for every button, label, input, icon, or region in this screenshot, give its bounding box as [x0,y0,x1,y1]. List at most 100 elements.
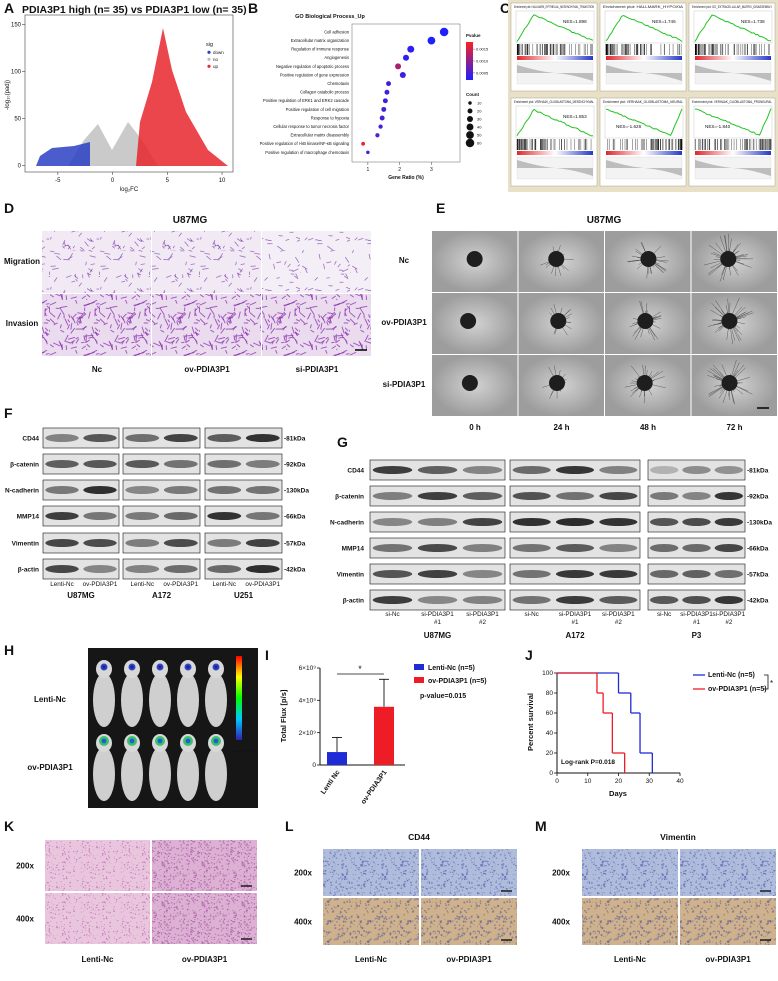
enrichment-curve [694,14,772,42]
row-label: Lenti-Nc [34,695,67,704]
invasion-sprout [632,326,642,337]
rank-bar [695,56,771,60]
micrograph [421,849,517,896]
invasion-sprout [650,370,664,380]
invasion-sprout [652,318,662,321]
y-tick-label: 100 [11,69,22,75]
signal-core [214,665,218,669]
spheroid [640,251,657,267]
enrichment-curve [605,14,683,42]
y-tick-label: 40 [546,730,554,737]
blot-strip [369,511,506,533]
gsea-title: Enrichment plot: HALLMARK_EPITHELIAL_MES… [514,5,595,9]
blot-strip [204,505,283,527]
signal-core [213,738,219,744]
row-label: 200x [294,869,312,878]
blot-strip [122,453,201,475]
colorbar-label: 3.0 [244,701,249,705]
colorbar-label: 0.0010 [476,59,489,64]
band [462,570,503,578]
mouse [177,673,199,727]
signal-core [101,738,107,744]
invasion-sprout [736,321,745,325]
size-legend-label: 50 [477,133,482,138]
spheroid [721,375,738,391]
x-tick-label: 3 [430,167,433,173]
term-label: Cell adhesion [324,29,350,34]
lane-label: ov-PDIA3P1 [163,581,198,588]
invasion-sprout [649,265,653,274]
cell-line-label: A172 [152,591,172,600]
band [245,486,280,494]
blot-strip [204,532,283,554]
annotation: Log-rank P=0.018 [561,759,615,766]
blot-strip [204,453,283,475]
band [682,544,711,552]
blot-strip [204,479,283,501]
term-label: Positive regulation of gene expression [280,72,350,77]
micrograph [152,893,257,944]
invasion-sprout [714,307,725,317]
invasion-sprout [734,387,744,395]
mouse [205,747,227,801]
bar [374,706,394,765]
lane-label: si-Nc [524,611,538,618]
invasion-sprout [731,327,736,341]
invasion-sprout [626,259,642,262]
invasion-sprout [631,380,638,383]
invasion-sprout [648,371,653,378]
column-label: 24 h [553,423,569,432]
invasion-sprout [732,327,740,342]
invasion-sprout [630,386,639,392]
significance-label: * [770,679,773,688]
nes-label: NES=1.746 [652,19,676,24]
row-label: Invasion [6,319,39,328]
column-label: Nc [92,365,103,374]
panel-title: U87MG [173,215,208,226]
invasion-sprout [634,326,643,340]
invasion-sprout [714,325,725,333]
metric-shape [517,65,593,81]
signal-core [129,738,135,744]
invasion-sprout [712,368,725,379]
band [512,544,551,552]
band [599,596,638,604]
dot [386,81,391,87]
band [207,539,242,547]
invasion-sprout [549,389,555,399]
signal-core [158,665,162,669]
signal-core [102,665,106,669]
lane-label: #1 [571,619,579,626]
blot-strip [42,453,120,475]
band [83,565,117,573]
column-label: Lenti-Nc [82,955,115,964]
size-legend-label: 10 [477,101,482,106]
point-cloud [136,28,228,166]
protein-label: CD44 [22,436,39,443]
band [649,518,679,526]
row-label: Nc [399,256,410,265]
legend-label: no [213,57,219,62]
legend-label: up [213,64,219,69]
colorbar-label: 5.0 [244,671,249,675]
gsea-title: Enrichment plot: VERHAAK_GLIOBLASTOMA_ME… [514,100,594,104]
y-tick-label: 0 [549,770,553,777]
blot-strip [122,505,201,527]
invasion-sprout [708,386,724,396]
band [245,434,280,442]
invasion-sprout [726,327,729,340]
invasion-sprout [558,370,561,377]
invasion-sprout [708,263,724,276]
x-tick-label: -5 [55,178,61,184]
micrograph [582,898,678,945]
invasion-sprout [651,384,666,389]
column-label: ov-PDIA3P1 [182,955,228,964]
rank-bar [517,151,593,155]
y-axis-label: Total Flux [p/s] [279,689,288,742]
y-tick-label: 0 [312,762,316,769]
colorbar-label: 1.0 [244,731,249,735]
gsea-plot [693,105,773,139]
invasion-sprout [732,242,741,254]
y-axis-label: -log₁₀(padj) [5,80,11,110]
row-label: ov-PDIA3P1 [381,318,427,327]
